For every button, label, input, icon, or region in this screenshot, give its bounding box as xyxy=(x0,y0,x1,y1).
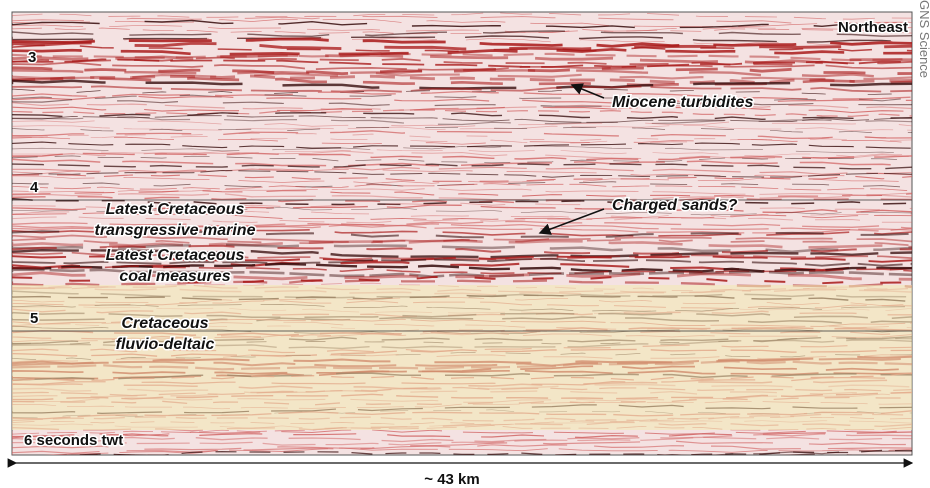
annotation: fluvio-deltaic xyxy=(116,336,215,353)
annotation: transgressive marine xyxy=(95,222,256,239)
figure: Northeast 3 4 5 6 seconds twt Miocene tu… xyxy=(0,0,930,488)
annotation: Latest Cretaceous xyxy=(106,247,245,264)
credit: GNS Science xyxy=(917,0,930,78)
scale-label: ~ 43 km xyxy=(424,471,479,488)
annotation: Cretaceous xyxy=(121,315,208,332)
depth-label: 3 xyxy=(28,49,36,66)
annotation: Latest Cretaceous xyxy=(106,201,245,218)
annotation: coal measures xyxy=(119,268,230,285)
highlight-band xyxy=(12,285,912,430)
depth-label: 6 seconds twt xyxy=(24,432,123,449)
depth-label: 5 xyxy=(30,310,38,327)
annotation: Charged sands? xyxy=(612,197,738,214)
depth-label: 4 xyxy=(30,179,39,196)
orientation: Northeast xyxy=(838,19,908,36)
annotation: Miocene turbidites xyxy=(612,94,753,111)
